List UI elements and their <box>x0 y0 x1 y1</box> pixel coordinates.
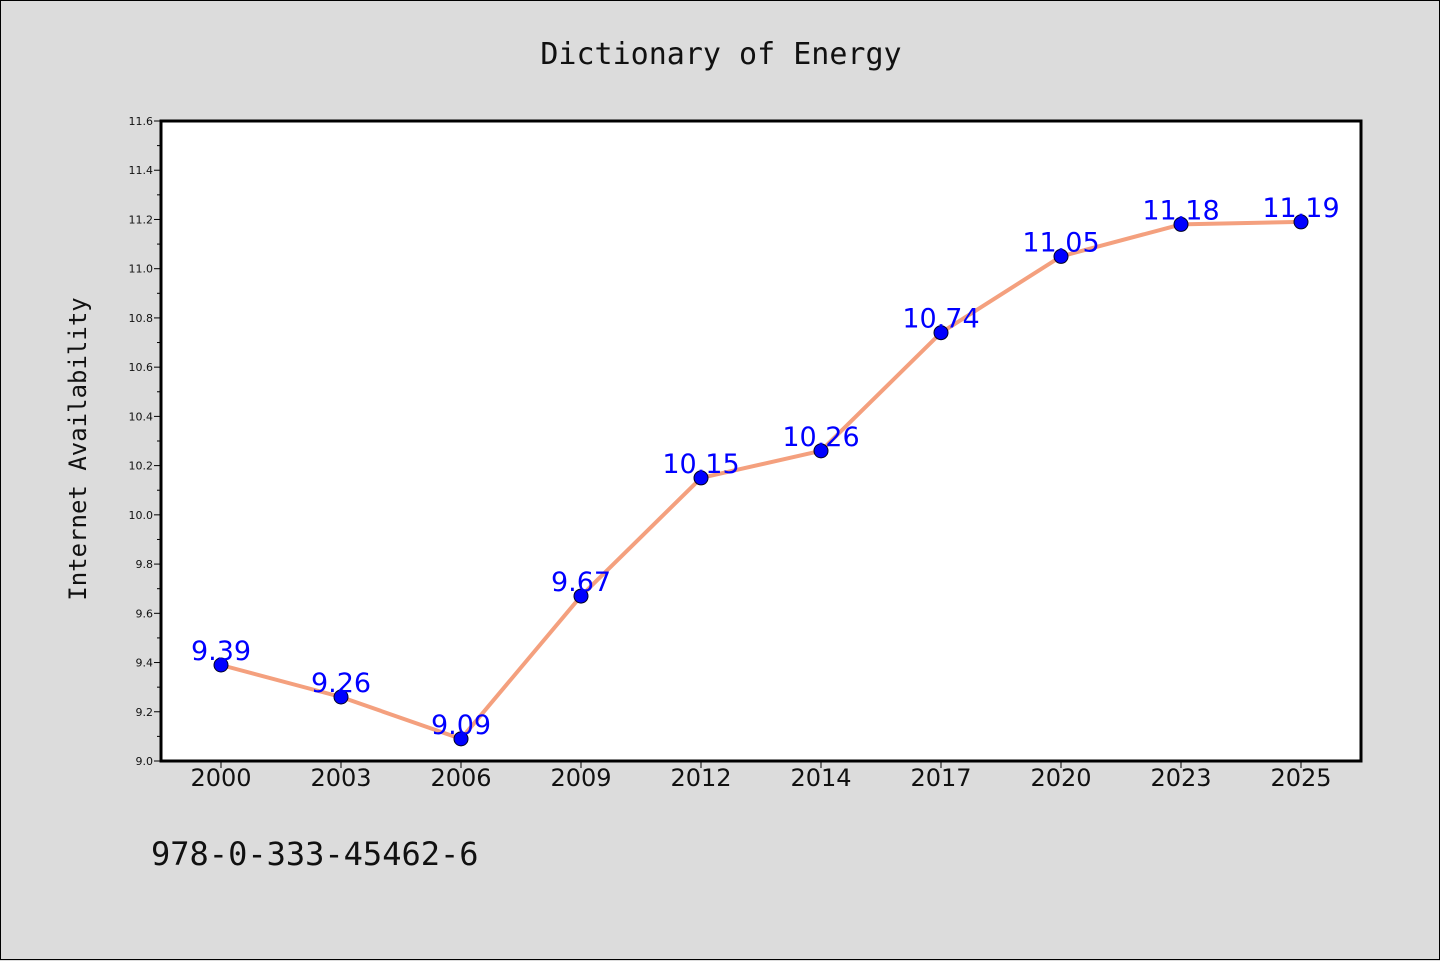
y-tick-label: 9.4 <box>136 657 154 670</box>
y-tick-label: 10.6 <box>129 361 154 374</box>
y-tick-label: 11.2 <box>129 213 154 226</box>
y-tick-label: 10.4 <box>129 410 154 423</box>
data-label: 10.26 <box>782 422 859 453</box>
data-labels-layer: 9.39 9.26 9.09 9.67 10.15 10.26 10.74 11.05 11.1… <box>191 193 1340 741</box>
data-point <box>1293 214 1309 230</box>
data-label: 9.39 <box>191 636 251 667</box>
x-tick-label: 2020 <box>1030 764 1091 792</box>
data-label: 9.67 <box>551 567 611 598</box>
y-tick-label: 11.0 <box>129 263 154 276</box>
y-tick-label: 10.2 <box>129 460 154 473</box>
y-tick-label: 11.6 <box>129 115 154 128</box>
plot-frame <box>159 119 1363 763</box>
data-label: 9.09 <box>431 710 491 741</box>
data-point <box>1053 248 1069 264</box>
x-tick-label: 2025 <box>1270 764 1331 792</box>
data-point <box>1173 216 1189 232</box>
data-point <box>693 470 709 486</box>
footer-isbn: 978-0-333-45462-6 <box>151 835 479 873</box>
data-label: 11.18 <box>1142 195 1219 226</box>
chart-title: Dictionary of Energy <box>540 37 901 72</box>
x-tick-label: 2006 <box>430 764 491 792</box>
y-tick-label: 11.4 <box>129 164 154 177</box>
data-point <box>213 657 229 673</box>
data-label: 9.26 <box>311 668 371 699</box>
axis-ticks: 9.0 9.2 9.4 9.6 9.8 10.0 10.2 10.4 10.6 10.8 11.0 1… <box>129 115 1332 792</box>
y-tick-label: 9.0 <box>136 755 154 768</box>
data-point <box>813 443 829 459</box>
data-point <box>933 325 949 341</box>
x-tick-label: 2017 <box>910 764 971 792</box>
y-axis-label: Internet Availability <box>64 297 92 600</box>
series-line <box>220 219 1302 741</box>
y-tick-label: 9.2 <box>136 706 154 719</box>
data-point <box>333 689 349 705</box>
x-tick-label: 2009 <box>550 764 611 792</box>
x-tick-label: 2023 <box>1150 764 1211 792</box>
x-tick-label: 2012 <box>670 764 731 792</box>
y-tick-label: 9.6 <box>136 607 154 620</box>
data-label: 11.19 <box>1262 193 1339 224</box>
x-tick-label: 2014 <box>790 764 851 792</box>
y-tick-label: 10.0 <box>129 509 154 522</box>
y-tick-label: 9.8 <box>136 558 154 571</box>
data-point <box>453 731 469 747</box>
x-tick-label: 2000 <box>190 764 251 792</box>
y-tick-label: 10.8 <box>129 312 154 325</box>
data-label: 10.15 <box>662 449 739 480</box>
data-label: 10.74 <box>902 304 979 335</box>
data-point <box>573 588 589 604</box>
series-line-layer <box>220 219 1302 741</box>
data-label: 11.05 <box>1022 227 1099 258</box>
markers-layer <box>213 214 1309 747</box>
x-tick-label: 2003 <box>310 764 371 792</box>
